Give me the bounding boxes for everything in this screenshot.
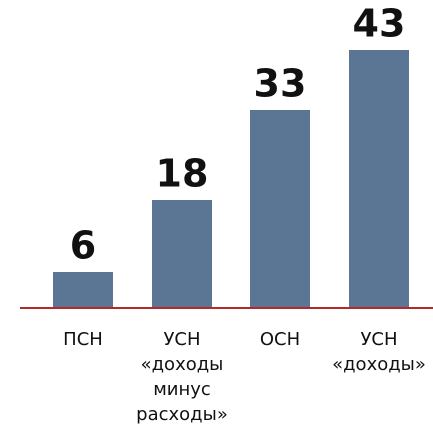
x-tick-label: минус: [153, 379, 211, 400]
bar: [250, 110, 310, 308]
x-tick-label: УСН: [360, 329, 397, 350]
x-tick-label: «доходы»: [332, 354, 426, 375]
x-tick-label: расходы»: [136, 404, 228, 425]
x-tick-label: «доходы: [141, 354, 224, 375]
bar: [349, 50, 409, 308]
x-tick-label: ПСН: [63, 329, 103, 350]
x-tick-label: ОСН: [260, 329, 300, 350]
value-label: 18: [156, 152, 209, 196]
bar: [53, 272, 113, 308]
value-label: 6: [70, 224, 96, 268]
bar: [152, 200, 212, 308]
value-label: 43: [353, 2, 406, 46]
x-tick-label: УСН: [163, 329, 200, 350]
value-label: 33: [254, 62, 307, 106]
